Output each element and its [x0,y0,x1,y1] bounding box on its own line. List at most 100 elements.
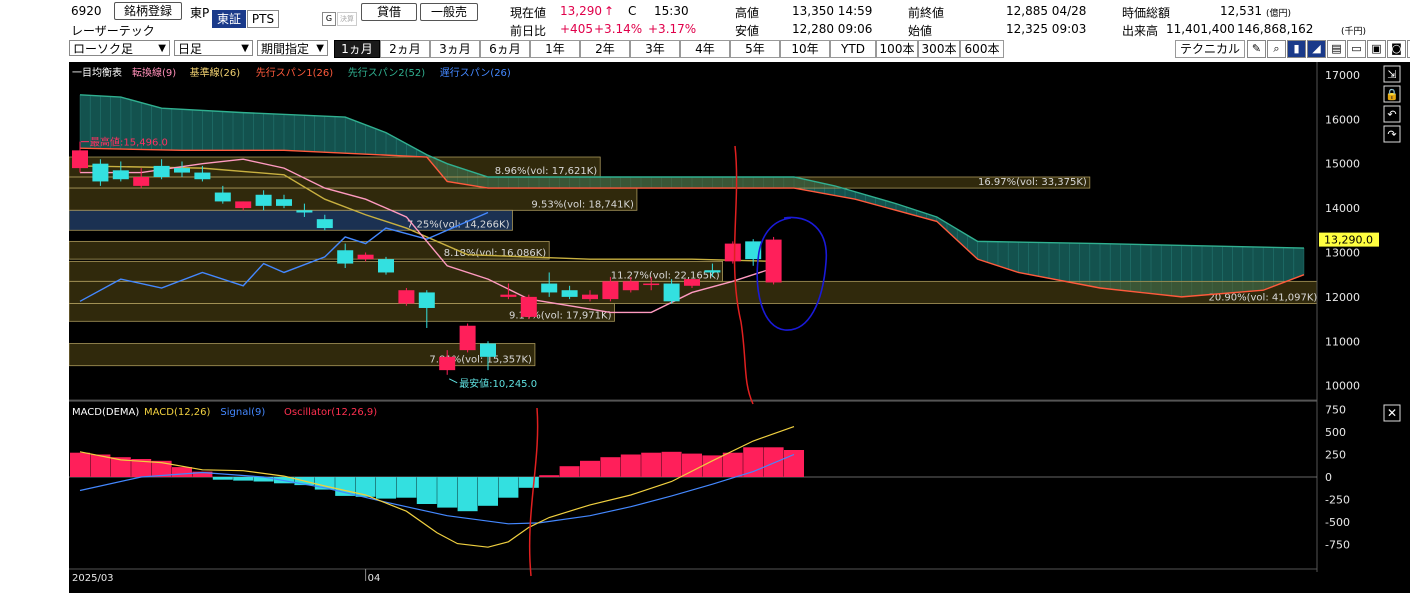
chevron-down-icon: ▼ [241,43,249,54]
period-button[interactable]: 4年 [680,40,730,58]
chart-area[interactable]: 8.96%(vol: 17,621K) 16.97%(vol: 33,375K) 9… [68,62,1410,593]
oscillator-bar [212,477,233,480]
oscillator-bar [457,477,478,512]
up-arrow-icon: ↑ [604,4,615,18]
area-icon[interactable]: ◢ [1307,40,1326,58]
technical-button[interactable]: テクニカル [1175,40,1245,58]
hand-drawn-blue-circle [756,216,828,331]
close-icon: ✕ [1387,406,1397,420]
low-value: 12,280 09:06 [792,22,873,36]
candle-body [500,294,517,297]
oscillator-bar [151,460,172,477]
period-button[interactable]: 2ヵ月 [380,40,430,58]
oscillator-bar [559,466,580,477]
bars-icon[interactable]: ▮ [1287,40,1306,58]
candle-body [276,199,292,206]
general-short-button[interactable]: 一般売 [420,3,478,21]
current-time: 15:30 [654,4,689,18]
candle-body [337,250,354,264]
candle-body [418,292,435,308]
span-b-line [79,94,1305,249]
volume-band [68,343,536,367]
candle-body [643,283,660,286]
prev-diff-pct: +3.14% [594,22,643,36]
period-button[interactable]: 2年 [580,40,630,58]
loan-button[interactable]: 貸借 [361,3,417,21]
oscillator-bar [539,475,560,477]
oscillator-bar [396,477,417,498]
volume-band-label: 7.81%(vol: 15,357K) [429,355,532,366]
hand-drawn-red-line [528,407,539,577]
settings-icon[interactable]: ⚙ [1407,40,1410,58]
chart-type-select[interactable]: ローソク足 ▼ [69,40,170,56]
candle-body [602,281,619,300]
oscillator-bar [620,454,641,477]
period-button[interactable]: 1年 [530,40,580,58]
low-annotation-leader [448,378,458,384]
volume-band-label: 8.18%(vol: 16,086K) [444,248,547,259]
candle-body [174,168,190,173]
market-label: 東P [190,6,210,20]
volume-band-label: 8.96%(vol: 17,621K) [495,166,598,177]
candle-body [357,254,374,260]
candle-body [684,279,700,286]
capture-icon[interactable]: ◙ [1387,40,1406,58]
oscillator-bar [682,453,702,477]
close-icon-frame [1383,404,1401,422]
register-button[interactable]: 銘柄登録 [114,2,182,20]
save-icon[interactable]: ▣ [1367,40,1386,58]
period-button[interactable]: 10年 [780,40,830,58]
zoom-icon[interactable]: ⌕ [1267,40,1286,58]
hand-drawn-red-line [733,145,754,405]
period-button[interactable]: 3年 [630,40,680,58]
tab-tosho[interactable]: 東証 [212,10,246,28]
oscillator-bar [498,477,519,498]
oscillator-bar [518,477,539,488]
prev-diff-pct2: +3.17% [648,22,697,36]
y-tick-label: 13000 [1325,246,1360,259]
chevron-down-icon: ▼ [158,43,166,54]
interval-select[interactable]: 日足 ▼ [174,40,253,56]
macd-y-tick-label: -750 [1325,539,1350,552]
low-annotation: 最安値:10,245.0 [459,377,537,390]
oscillator-bar [600,457,621,477]
period-button[interactable]: YTD [830,40,876,58]
market-cap-value: 12,531 [1220,4,1262,18]
period-button[interactable]: 5年 [730,40,780,58]
pencil-icon[interactable]: ✎ [1247,40,1266,58]
folder-icon[interactable]: ▭ [1347,40,1366,58]
macd-title: MACD(DEMA) [72,407,139,418]
span-a-line [79,147,1305,298]
y-tick-label: 11000 [1325,335,1360,348]
period-button[interactable]: 100本 [876,40,918,58]
candle-body [765,239,782,283]
undo-icon: ↶ [1387,108,1396,121]
candle-body [92,163,109,182]
print-icon[interactable]: ▤ [1327,40,1346,58]
volume-label: 出来高 [1122,24,1159,38]
turnover-unit: (千円) [1341,27,1367,37]
period-button[interactable]: 6ヵ月 [480,40,530,58]
candle-body [194,172,211,180]
candle-body [663,283,680,302]
volume-band-label: 16.97%(vol: 33,375K) [978,177,1087,188]
tab-pts[interactable]: PTS [247,10,279,28]
candle-body [541,283,558,293]
y-tick-label: 12000 [1325,291,1360,304]
chart-svg: 8.96%(vol: 17,621K) 16.97%(vol: 33,375K) 9… [68,62,1410,593]
tab-pts-label: PTS [251,12,275,26]
macd-y-tick-label: -250 [1325,494,1350,507]
market-cap-label: 時価総額 [1122,6,1171,20]
low-label: 安値 [735,24,760,38]
candle-body [316,219,333,229]
y-tick-label: 16000 [1325,113,1360,126]
candle-body [459,325,476,351]
period-button[interactable]: 300本 [918,40,960,58]
macd-legend-item: Oscillator(12,26,9) [284,407,377,418]
period-button[interactable]: 3ヵ月 [430,40,480,58]
redo-icon: ↷ [1387,128,1396,141]
period-button[interactable]: 600本 [960,40,1004,58]
macd-y-tick-label: 750 [1325,404,1346,417]
period-button[interactable]: 1ヵ月 [334,40,380,58]
period-mode-select[interactable]: 期間指定 ▼ [257,40,328,56]
